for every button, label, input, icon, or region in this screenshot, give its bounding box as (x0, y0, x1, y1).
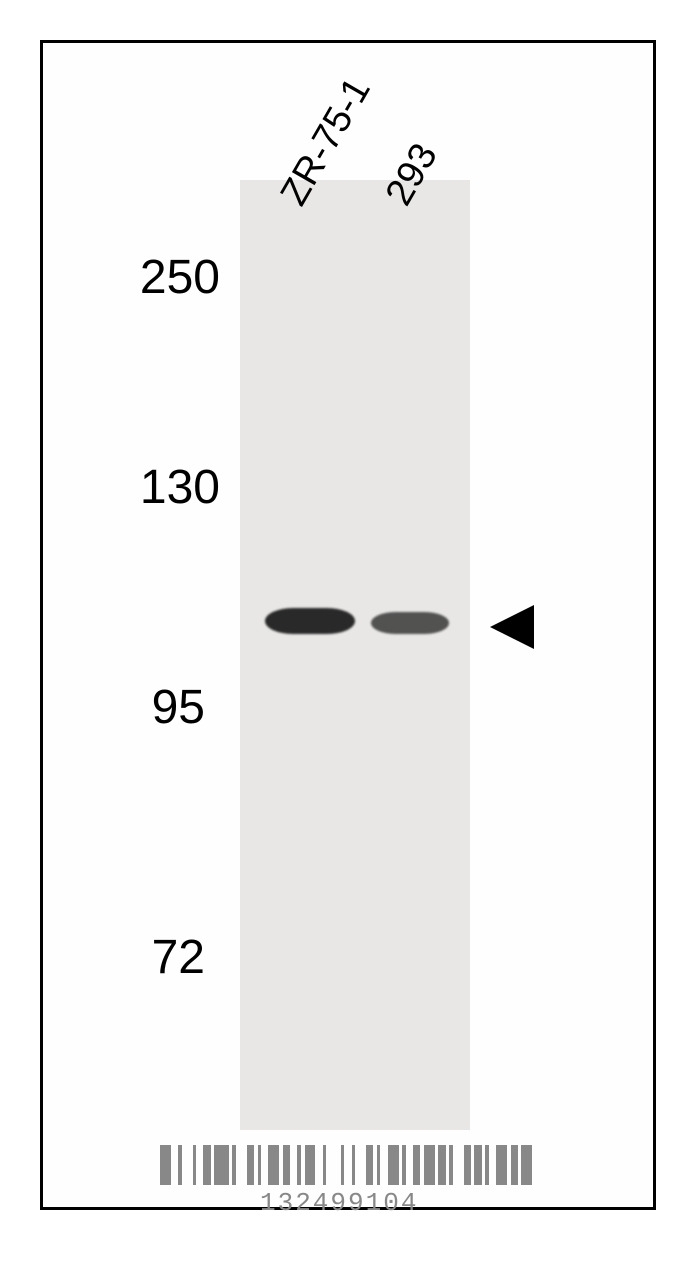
mw-marker: 95 (0, 680, 205, 735)
target-arrow-icon (490, 605, 534, 649)
mw-marker: 250 (0, 250, 220, 305)
mw-marker: 72 (0, 930, 205, 985)
blot-band (371, 612, 449, 634)
barcode-number-text: 132499104 (260, 1188, 418, 1218)
mw-value: 250 (140, 251, 220, 304)
barcode (160, 1145, 540, 1185)
blot-membrane (240, 180, 470, 1130)
blot-band (265, 608, 355, 634)
mw-marker: 130 (0, 460, 220, 515)
mw-value: 72 (152, 931, 205, 984)
mw-value: 130 (140, 461, 220, 514)
barcode-number: 132499104 (260, 1188, 418, 1218)
mw-value: 95 (152, 681, 205, 734)
figure-canvas: ZR-75-1 293 250 130 95 72 132499104 (0, 0, 696, 1280)
